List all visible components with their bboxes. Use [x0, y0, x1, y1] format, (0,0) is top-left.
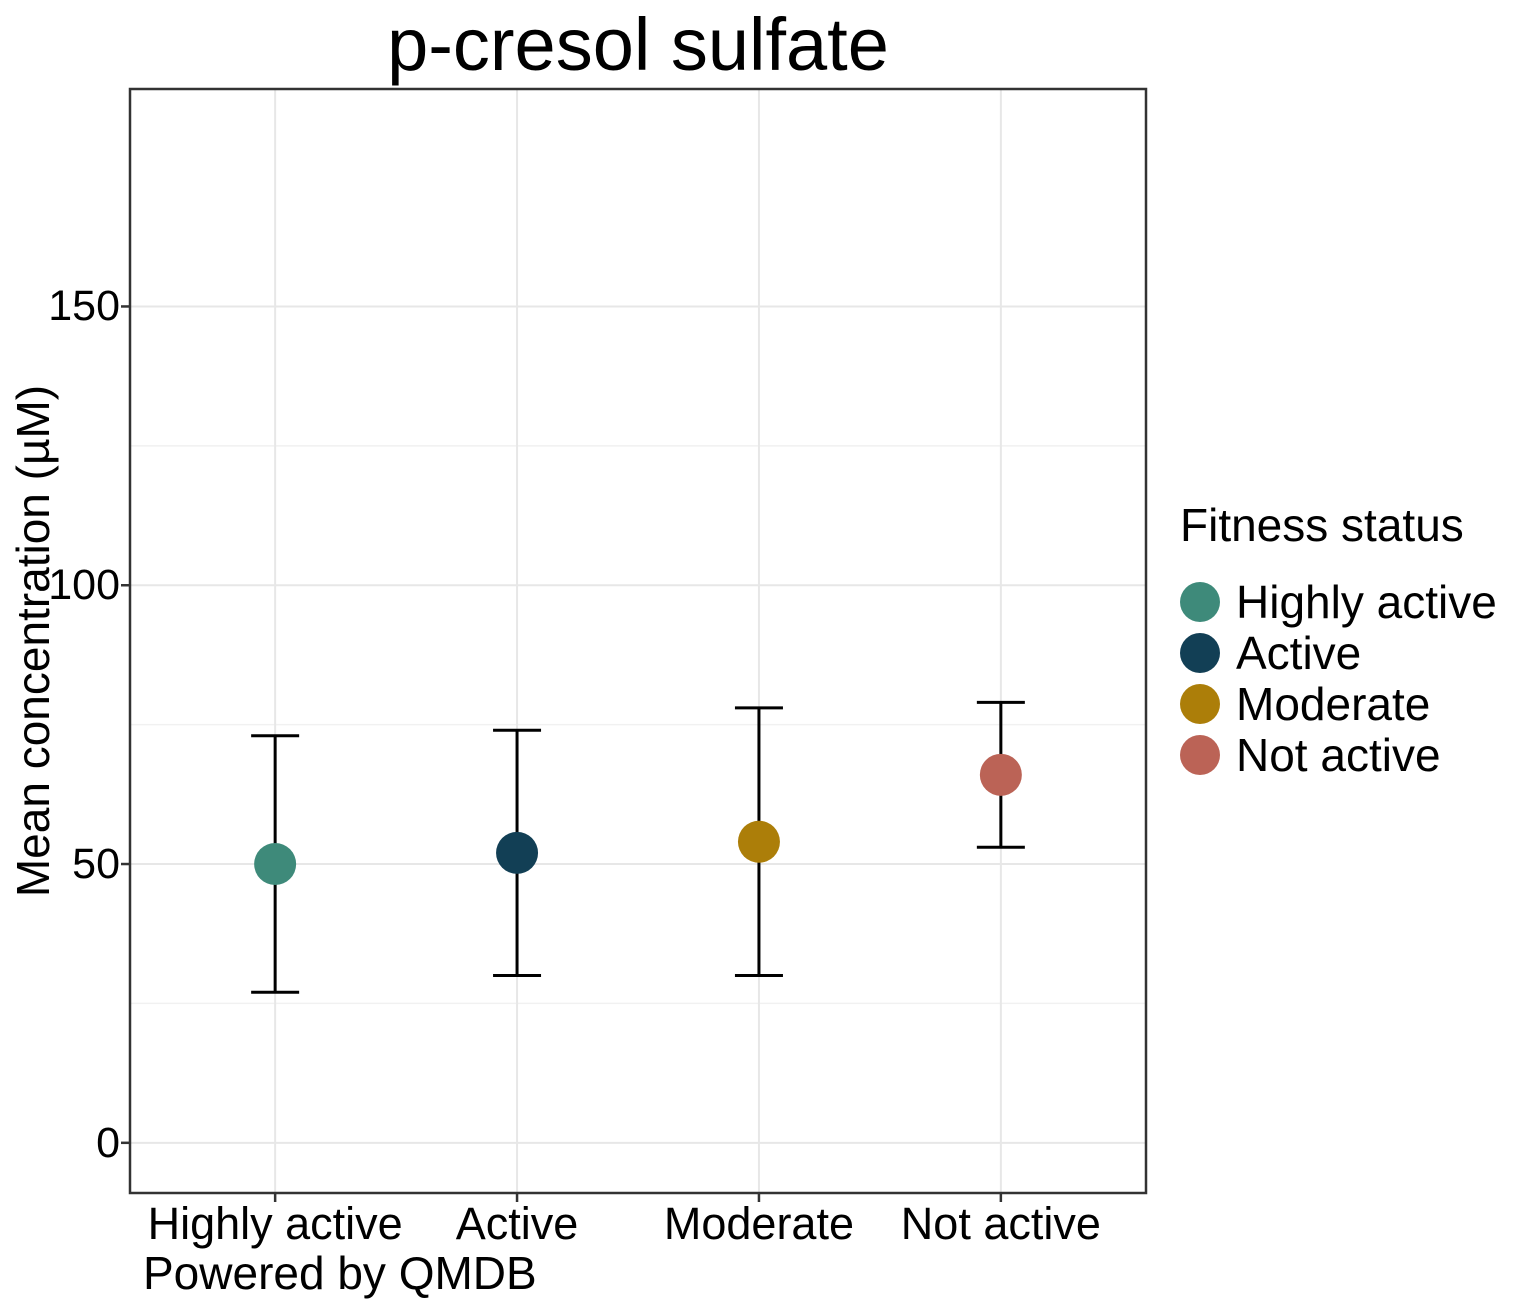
- chart-title: p-cresol sulfate: [387, 3, 889, 86]
- caption: Powered by QMDB: [143, 1247, 537, 1299]
- legend-item: Active: [1180, 626, 1497, 679]
- legend-title: Fitness status: [1180, 499, 1464, 551]
- legend-label: Highly active: [1236, 575, 1497, 628]
- data-point: [254, 843, 297, 886]
- legend-items: Highly active Active Moderate Not active: [1180, 575, 1497, 781]
- legend-item: Not active: [1180, 728, 1497, 781]
- data-point: [496, 831, 539, 874]
- y-tick-label: 150: [48, 282, 120, 331]
- legend-label: Moderate: [1236, 677, 1431, 730]
- x-tick-label: Active: [455, 1198, 579, 1249]
- legend-swatch: [1180, 581, 1220, 622]
- panel-border: [128, 87, 1148, 1195]
- y-tick-label: 50: [72, 840, 120, 889]
- legend-swatch: [1180, 683, 1220, 724]
- legend-item: Moderate: [1180, 677, 1497, 730]
- data-point: [737, 820, 780, 863]
- legend-swatch: [1180, 734, 1220, 775]
- x-tick-label: Highly active: [147, 1198, 403, 1249]
- legend-label: Active: [1236, 626, 1362, 679]
- legend-label: Not active: [1236, 728, 1441, 781]
- data-point: [979, 753, 1022, 796]
- y-tick-label: 0: [96, 1118, 120, 1167]
- legend: Fitness status Highly active Active Modera…: [1180, 499, 1497, 781]
- x-tick-label: Moderate: [663, 1198, 854, 1249]
- legend-item: Highly active: [1180, 575, 1497, 628]
- y-tick-label: 100: [48, 561, 120, 610]
- x-tick-label: Not active: [900, 1198, 1101, 1249]
- legend-swatch: [1180, 632, 1220, 673]
